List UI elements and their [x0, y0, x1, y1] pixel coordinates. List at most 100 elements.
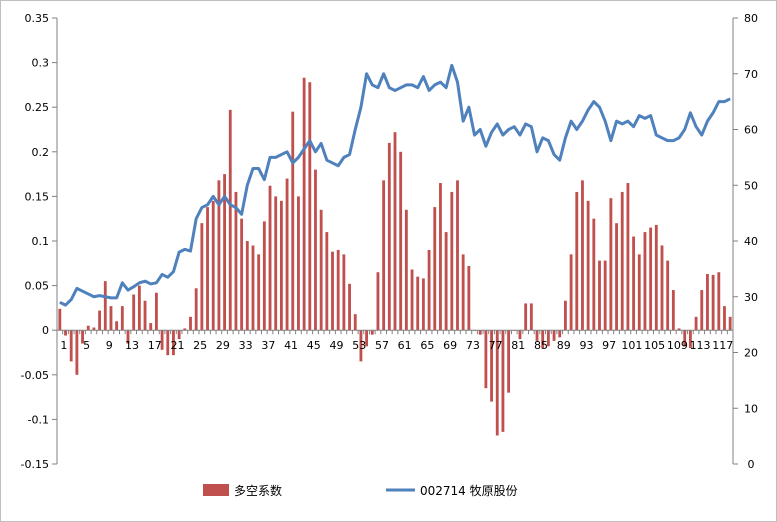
- left-tick-label: -0.15: [21, 458, 49, 471]
- bar-76: [484, 330, 488, 389]
- x-tick-label: 65: [420, 339, 434, 352]
- bar-92: [575, 191, 579, 331]
- bar-80: [507, 330, 511, 393]
- bar-68: [439, 183, 442, 331]
- bar-64: [416, 276, 420, 331]
- bar-50: [336, 249, 340, 331]
- bar-48: [325, 232, 329, 331]
- bar-65: [421, 278, 425, 331]
- bar-110: [677, 328, 681, 331]
- bar-117: [717, 272, 721, 331]
- bar-85: [535, 330, 539, 341]
- bar-23: [183, 328, 187, 331]
- bar-39: [274, 196, 278, 331]
- bar-67: [433, 207, 437, 331]
- left-tick-label: 0.25: [25, 101, 50, 114]
- bar-104: [643, 232, 647, 331]
- bar-4: [75, 330, 79, 375]
- price-line: [59, 63, 731, 307]
- x-tick-label: 25: [193, 339, 207, 352]
- bar-9: [103, 281, 107, 331]
- bar-82: [518, 330, 522, 340]
- bar-46: [314, 169, 317, 331]
- bar-87: [546, 330, 550, 347]
- x-tick-label: 33: [239, 339, 253, 352]
- bar-21: [172, 330, 175, 356]
- left-tick-label: 0.1: [32, 235, 50, 248]
- left-tick-label: 0.3: [32, 57, 50, 70]
- bar-3: [69, 330, 73, 362]
- bar-29: [217, 180, 221, 331]
- bar-100: [620, 191, 624, 331]
- bar-119: [728, 316, 732, 331]
- bar-17: [149, 323, 153, 331]
- bar-34: [245, 241, 249, 331]
- bar-37: [262, 221, 266, 331]
- bars-layer: [58, 77, 732, 436]
- bar-52: [348, 283, 351, 331]
- left-tick-label: -0.1: [28, 413, 49, 426]
- bar-38: [268, 185, 272, 331]
- x-tick-label: 37: [261, 339, 275, 352]
- right-tick-label: 30: [744, 291, 758, 304]
- bar-84: [529, 303, 533, 331]
- bar-98: [609, 198, 613, 331]
- bar-53: [353, 314, 357, 331]
- bar-58: [382, 180, 386, 331]
- x-tick-label: 45: [307, 339, 321, 352]
- x-tick-label: 73: [466, 339, 480, 352]
- x-tick-label: 117: [712, 339, 733, 352]
- bar-101: [626, 183, 630, 331]
- bar-31: [228, 109, 232, 331]
- bar-105: [649, 227, 653, 331]
- bar-77: [490, 330, 493, 402]
- x-tick-label: 113: [690, 339, 711, 352]
- bar-1: [58, 308, 62, 331]
- axes-layer: 0.35 0.3 0.25 0.2 0.15 0.1 0.05 0 -0.05 -0.1 -0.15…: [21, 12, 758, 471]
- x-tick-label: 93: [579, 339, 593, 352]
- left-tick-label: 0: [42, 324, 49, 337]
- x-tick-label: 29: [216, 339, 230, 352]
- bar-33: [240, 218, 244, 331]
- bar-20: [166, 330, 170, 356]
- line-layer: [59, 63, 731, 307]
- bar-57: [376, 272, 380, 331]
- x-tick-label: 81: [511, 339, 525, 352]
- bar-115: [706, 274, 709, 331]
- x-tick-label: 5: [83, 339, 90, 352]
- x-tick-label: 97: [602, 339, 616, 352]
- left-tick-label: 0.2: [32, 146, 50, 159]
- bar-55: [365, 330, 369, 347]
- x-tick-label: 101: [621, 339, 642, 352]
- bar-41: [285, 178, 289, 331]
- bar-94: [586, 200, 590, 331]
- legend-label-line: 002714 牧原股份: [420, 484, 518, 498]
- bar-7: [92, 327, 96, 331]
- bar-32: [234, 191, 238, 331]
- bar-108: [666, 260, 670, 331]
- right-tick-label: 50: [744, 179, 758, 192]
- bar-112: [688, 330, 692, 349]
- bar-12: [120, 306, 124, 331]
- bar-16: [143, 300, 147, 331]
- bar-109: [671, 290, 675, 331]
- bar-83: [524, 303, 528, 331]
- bar-60: [393, 132, 397, 331]
- bar-45: [308, 82, 312, 331]
- bar-54: [359, 330, 363, 362]
- bar-11: [115, 321, 119, 331]
- bar-90: [564, 300, 567, 331]
- bar-62: [404, 209, 408, 331]
- bar-72: [461, 254, 465, 331]
- x-tick-label: 21: [170, 339, 184, 352]
- bar-28: [211, 200, 215, 331]
- bar-56: [370, 330, 374, 335]
- left-tick-label: 0.35: [25, 12, 50, 25]
- bar-78: [495, 330, 499, 436]
- bar-88: [552, 330, 556, 341]
- bar-47: [319, 209, 323, 331]
- bar-79: [501, 330, 505, 432]
- bar-86: [541, 330, 545, 349]
